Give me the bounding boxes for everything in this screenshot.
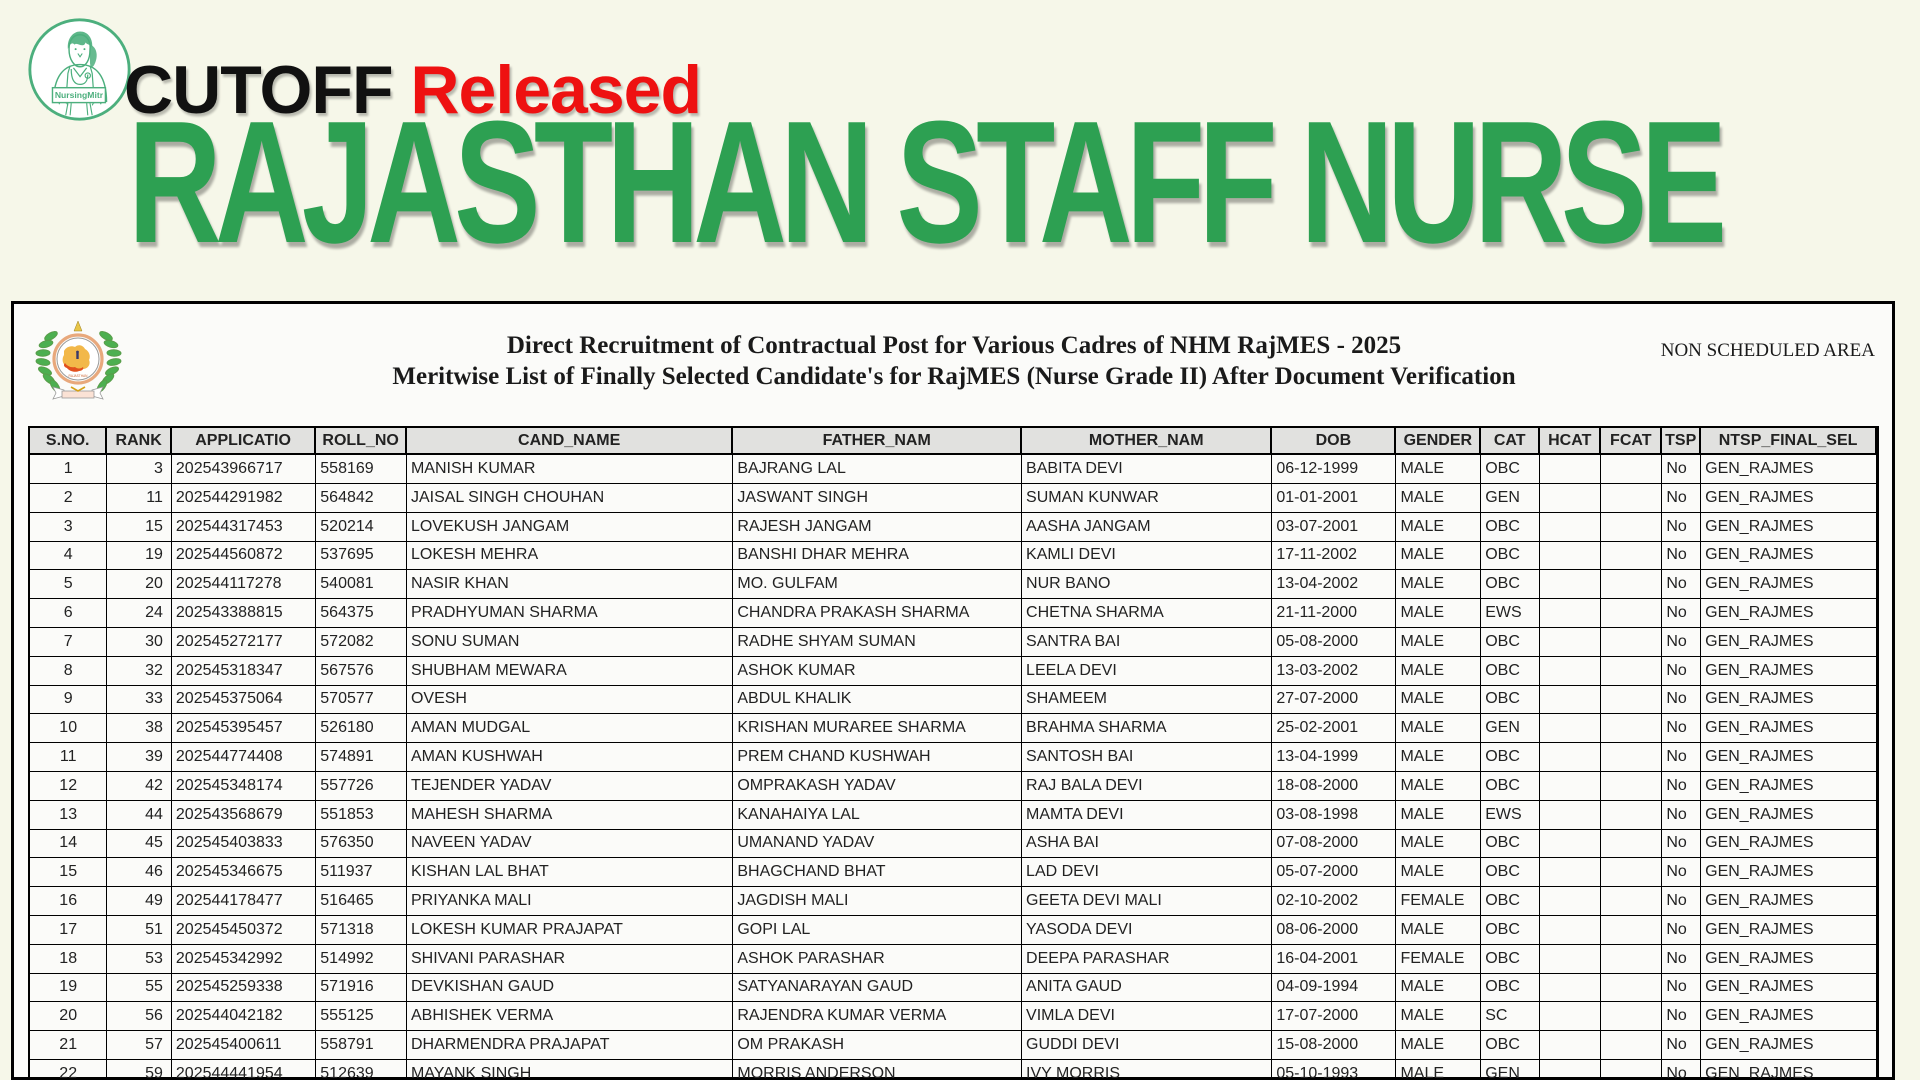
svg-text:NursingMitr: NursingMitr	[55, 90, 104, 100]
